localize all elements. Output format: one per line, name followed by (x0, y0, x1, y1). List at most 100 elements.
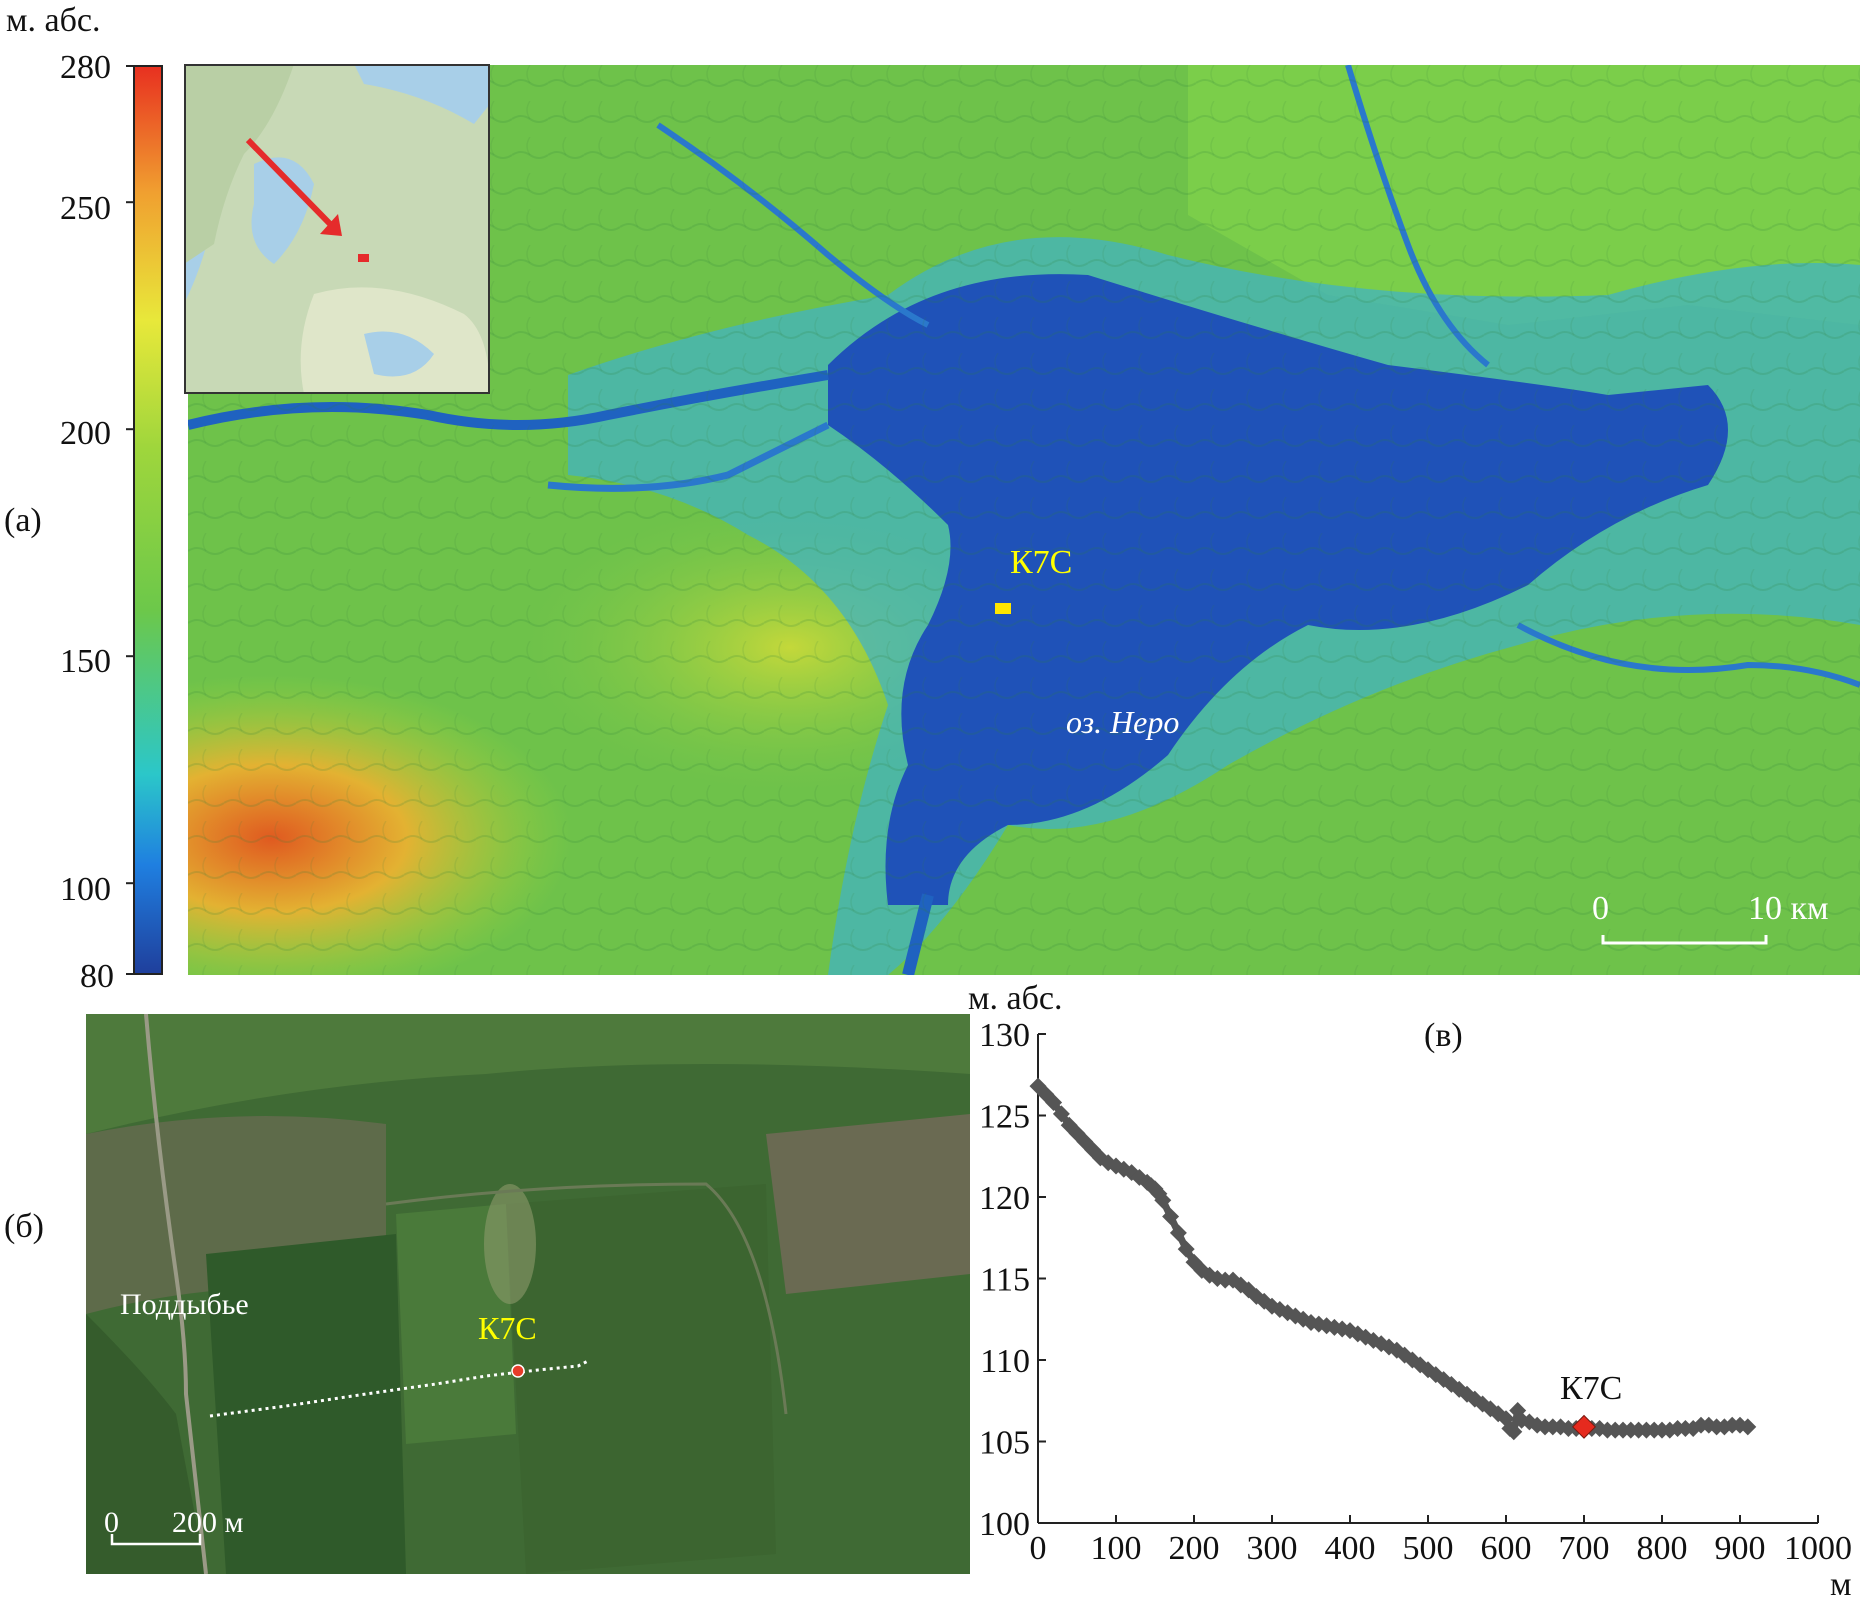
data-point (1232, 1276, 1250, 1294)
chart-xlabel: м (1830, 1566, 1852, 1603)
data-point (1513, 1411, 1531, 1429)
data-point (1684, 1419, 1702, 1437)
data-point (1520, 1413, 1538, 1431)
data-point (1427, 1366, 1445, 1384)
data-point (1255, 1292, 1273, 1310)
x-tick-label: 600 (1481, 1530, 1532, 1567)
data-point (1396, 1346, 1414, 1364)
profile-transect-line (209, 1358, 591, 1418)
profile-line (1035, 1083, 1749, 1436)
data-point (1692, 1416, 1710, 1434)
data-point (1142, 1177, 1160, 1195)
data-point (1193, 1261, 1211, 1279)
profile-series-line (1035, 1083, 1749, 1436)
data-point (1076, 1133, 1094, 1151)
chart-axes (1037, 1033, 1819, 1524)
inset-arrow (245, 137, 337, 231)
data-point (1310, 1315, 1328, 1333)
data-point (1341, 1322, 1359, 1340)
data-point (1185, 1253, 1203, 1271)
data-point (1489, 1405, 1507, 1423)
data-point (1146, 1180, 1164, 1198)
x-tick-label: 1000 (1784, 1530, 1852, 1567)
scale-start-a: 0 (1592, 890, 1609, 927)
data-point (1606, 1421, 1624, 1439)
data-point (1466, 1390, 1484, 1408)
site-point-marker (1571, 1414, 1597, 1439)
data-point (1661, 1421, 1679, 1439)
data-point (1247, 1287, 1265, 1305)
data-point (1286, 1307, 1304, 1325)
data-point (1318, 1317, 1336, 1335)
data-point (1708, 1418, 1726, 1436)
y-tick-label: 110 (980, 1343, 1030, 1380)
data-point (1162, 1208, 1180, 1226)
data-point (1130, 1168, 1148, 1186)
data-point (1037, 1085, 1055, 1103)
colorbar-tick-200: 200 (60, 415, 111, 452)
colorbar-tick-100: 100 (60, 871, 111, 908)
chart-ylabel: м. абс. (968, 980, 1063, 1017)
inset-locator-map (184, 64, 490, 394)
data-point (1060, 1116, 1078, 1134)
colorbar-tick-80: 80 (80, 958, 114, 995)
data-point (1435, 1371, 1453, 1389)
data-point (1224, 1271, 1242, 1289)
village-label: Поддыбье (120, 1288, 249, 1321)
y-tick-label: 120 (979, 1180, 1030, 1217)
site-label-a: К7С (1010, 544, 1073, 581)
data-point (1559, 1419, 1577, 1437)
data-point (1715, 1418, 1733, 1436)
data-point (1154, 1191, 1172, 1209)
scale-bar-b (110, 1534, 202, 1546)
colorbar-tick-250: 250 (60, 190, 111, 227)
scale-end-b: 200 м (172, 1506, 244, 1539)
data-point (1380, 1338, 1398, 1356)
data-point (1279, 1304, 1297, 1322)
data-point (1372, 1335, 1390, 1353)
data-point (1123, 1164, 1141, 1182)
scale-start-b: 0 (104, 1506, 119, 1539)
data-point (1099, 1154, 1117, 1172)
x-tick-label: 300 (1247, 1530, 1298, 1567)
data-point (1598, 1421, 1616, 1439)
data-point (1084, 1141, 1102, 1159)
data-point (1645, 1421, 1663, 1439)
data-point (1216, 1271, 1234, 1289)
data-point (1509, 1402, 1527, 1420)
y-tick-label: 115 (980, 1262, 1030, 1299)
data-point (1240, 1281, 1258, 1299)
data-point (1505, 1423, 1523, 1441)
data-point (1419, 1361, 1437, 1379)
x-tick-label: 400 (1325, 1530, 1376, 1567)
x-tick-label: 100 (1091, 1530, 1142, 1567)
data-point (1731, 1416, 1749, 1434)
data-point (1091, 1149, 1109, 1167)
site-marker-b (511, 1364, 525, 1378)
scale-end-a: 10 км (1748, 890, 1829, 927)
data-point (1364, 1331, 1382, 1349)
data-point (1614, 1421, 1632, 1439)
data-point (1583, 1419, 1601, 1437)
x-tick-label: 700 (1559, 1530, 1610, 1567)
panel-label-c: (в) (1424, 1017, 1463, 1054)
data-point (1474, 1395, 1492, 1413)
colorbar-unit-label: м. абс. (6, 2, 101, 39)
data-point (1637, 1421, 1655, 1439)
x-tick-label: 800 (1637, 1530, 1688, 1567)
data-point (1325, 1318, 1343, 1336)
y-tick-label: 125 (979, 1099, 1030, 1136)
data-point (1029, 1077, 1047, 1095)
data-point (1349, 1325, 1367, 1343)
data-point (1115, 1160, 1133, 1178)
y-tick-label: 100 (979, 1506, 1030, 1543)
data-point (1357, 1328, 1375, 1346)
data-point (1201, 1266, 1219, 1284)
data-point (1497, 1410, 1515, 1428)
data-point (1481, 1400, 1499, 1418)
lake-label: оз. Неро (1066, 704, 1180, 740)
x-tick-label: 900 (1715, 1530, 1766, 1567)
x-tick-label: 0 (1030, 1530, 1047, 1567)
inset-location-marker (358, 254, 369, 262)
